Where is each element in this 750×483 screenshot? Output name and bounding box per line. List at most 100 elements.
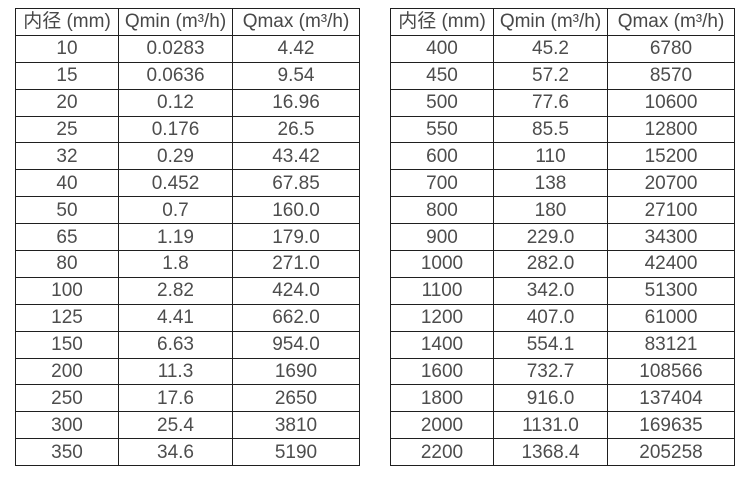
qmax-cell: 10600 bbox=[607, 88, 735, 117]
table-row: 1100 342.0 51300 bbox=[390, 276, 735, 305]
qmin-cell: 45.2 bbox=[493, 34, 608, 63]
table-row: 1600 732.7 108566 bbox=[390, 357, 735, 386]
diameter-cell: 65 bbox=[15, 223, 119, 252]
qmin-cell: 916.0 bbox=[493, 384, 608, 413]
table-row: 450 57.2 8570 bbox=[390, 61, 735, 90]
qmin-cell: 17.6 bbox=[118, 384, 233, 413]
diameter-cell: 150 bbox=[15, 330, 119, 359]
qmin-cell: 11.3 bbox=[118, 357, 233, 386]
table-row: 125 4.41 662.0 bbox=[15, 303, 360, 332]
table-row: 2000 1131.0 169635 bbox=[390, 411, 735, 440]
diameter-cell: 350 bbox=[15, 438, 119, 467]
table-row: 1200 407.0 61000 bbox=[390, 303, 735, 332]
qmax-cell: 1690 bbox=[232, 357, 360, 386]
flow-spec-table-large-diameters: 内径 (mm) Qmin (m³/h) Qmax (m³/h) 400 45.2 6780… bbox=[390, 8, 735, 467]
table-row: 1800 916.0 137404 bbox=[390, 384, 735, 413]
qmax-cell: 27100 bbox=[607, 196, 735, 225]
diameter-cell: 1600 bbox=[390, 357, 494, 386]
qmin-cell: 34.6 bbox=[118, 438, 233, 467]
qmin-cell: 1368.4 bbox=[493, 438, 608, 467]
qmax-cell: 3810 bbox=[232, 411, 360, 440]
diameter-cell: 25 bbox=[15, 115, 119, 144]
qmin-cell: 2.82 bbox=[118, 276, 233, 305]
qmin-cell: 77.6 bbox=[493, 88, 608, 117]
table-row: 1000 282.0 42400 bbox=[390, 250, 735, 278]
qmax-cell: 83121 bbox=[607, 330, 735, 359]
qmax-cell: 12800 bbox=[607, 115, 735, 144]
diameter-cell: 250 bbox=[15, 384, 119, 413]
qmin-cell: 4.41 bbox=[118, 303, 233, 332]
qmin-cell: 25.4 bbox=[118, 411, 233, 440]
diameter-cell: 400 bbox=[390, 34, 494, 63]
qmin-column-header: Qmin (m³/h) bbox=[493, 8, 608, 36]
qmax-cell: 26.5 bbox=[232, 115, 360, 144]
table-row: 10 0.0283 4.42 bbox=[15, 34, 360, 63]
diameter-cell: 40 bbox=[15, 169, 119, 198]
qmin-cell: 0.29 bbox=[118, 142, 233, 171]
qmax-cell: 9.54 bbox=[232, 61, 360, 90]
qmax-cell: 4.42 bbox=[232, 34, 360, 63]
table-row: 350 34.6 5190 bbox=[15, 438, 360, 467]
table-row: 900 229.0 34300 bbox=[390, 223, 735, 252]
qmax-cell: 5190 bbox=[232, 438, 360, 467]
qmin-cell: 57.2 bbox=[493, 61, 608, 90]
table-row: 700 138 20700 bbox=[390, 169, 735, 198]
diameter-cell: 15 bbox=[15, 61, 119, 90]
table-row: 40 0.452 67.85 bbox=[15, 169, 360, 198]
table-row: 1400 554.1 83121 bbox=[390, 330, 735, 359]
table-row: 250 17.6 2650 bbox=[15, 384, 360, 413]
table-row: 100 2.82 424.0 bbox=[15, 276, 360, 305]
qmax-cell: 20700 bbox=[607, 169, 735, 198]
diameter-cell: 20 bbox=[15, 88, 119, 117]
diameter-cell: 2000 bbox=[390, 411, 494, 440]
table-row: 600 110 15200 bbox=[390, 142, 735, 171]
diameter-cell: 100 bbox=[15, 276, 119, 305]
qmax-column-header: Qmax (m³/h) bbox=[232, 8, 360, 36]
table-row: 200 11.3 1690 bbox=[15, 357, 360, 386]
table-row: 400 45.2 6780 bbox=[390, 34, 735, 63]
qmax-cell: 61000 bbox=[607, 303, 735, 332]
table-row: 150 6.63 954.0 bbox=[15, 330, 360, 359]
diameter-cell: 1200 bbox=[390, 303, 494, 332]
diameter-column-header: 内径 (mm) bbox=[15, 8, 119, 36]
qmin-cell: 554.1 bbox=[493, 330, 608, 359]
diameter-cell: 1000 bbox=[390, 250, 494, 278]
table-row: 20 0.12 16.96 bbox=[15, 88, 360, 117]
diameter-cell: 80 bbox=[15, 250, 119, 278]
qmin-cell: 110 bbox=[493, 142, 608, 171]
qmin-cell: 180 bbox=[493, 196, 608, 225]
diameter-cell: 1100 bbox=[390, 276, 494, 305]
qmax-cell: 169635 bbox=[607, 411, 735, 440]
diameter-cell: 900 bbox=[390, 223, 494, 252]
qmax-cell: 179.0 bbox=[232, 223, 360, 252]
diameter-cell: 2200 bbox=[390, 438, 494, 467]
qmin-cell: 282.0 bbox=[493, 250, 608, 278]
table-row: 300 25.4 3810 bbox=[15, 411, 360, 440]
qmin-cell: 229.0 bbox=[493, 223, 608, 252]
qmin-cell: 0.0636 bbox=[118, 61, 233, 90]
qmax-cell: 43.42 bbox=[232, 142, 360, 171]
qmax-cell: 51300 bbox=[607, 276, 735, 305]
qmin-cell: 0.12 bbox=[118, 88, 233, 117]
qmax-cell: 34300 bbox=[607, 223, 735, 252]
qmax-cell: 42400 bbox=[607, 250, 735, 278]
diameter-cell: 550 bbox=[390, 115, 494, 144]
diameter-cell: 10 bbox=[15, 34, 119, 63]
qmin-cell: 0.176 bbox=[118, 115, 233, 144]
qmax-cell: 137404 bbox=[607, 384, 735, 413]
diameter-cell: 125 bbox=[15, 303, 119, 332]
qmax-cell: 8570 bbox=[607, 61, 735, 90]
table-row: 25 0.176 26.5 bbox=[15, 115, 360, 144]
qmin-cell: 1.8 bbox=[118, 250, 233, 278]
qmin-cell: 85.5 bbox=[493, 115, 608, 144]
diameter-cell: 700 bbox=[390, 169, 494, 198]
qmin-cell: 407.0 bbox=[493, 303, 608, 332]
qmin-cell: 732.7 bbox=[493, 357, 608, 386]
qmax-column-header: Qmax (m³/h) bbox=[607, 8, 735, 36]
diameter-cell: 50 bbox=[15, 196, 119, 225]
diameter-cell: 600 bbox=[390, 142, 494, 171]
diameter-cell: 300 bbox=[15, 411, 119, 440]
qmin-cell: 0.452 bbox=[118, 169, 233, 198]
flow-spec-table-small-diameters: 内径 (mm) Qmin (m³/h) Qmax (m³/h) 10 0.0283 4.4… bbox=[15, 8, 360, 467]
header-row: 内径 (mm) Qmin (m³/h) Qmax (m³/h) bbox=[390, 8, 735, 36]
